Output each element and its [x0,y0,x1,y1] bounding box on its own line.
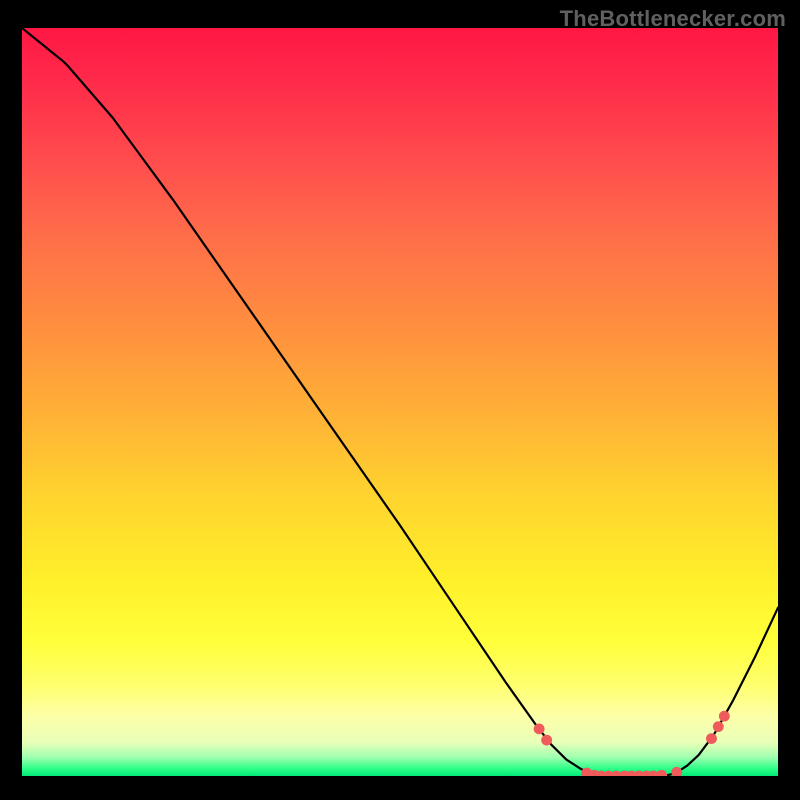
data-marker [719,711,730,722]
watermark-text: TheBottlenecker.com [560,6,786,32]
data-marker [706,733,717,744]
data-marker [541,735,552,746]
gradient-background [22,28,778,776]
data-marker [713,721,724,732]
data-marker [534,723,545,734]
chart-svg [22,28,778,776]
plot-area [22,28,778,776]
chart-frame: TheBottlenecker.com [0,0,800,800]
